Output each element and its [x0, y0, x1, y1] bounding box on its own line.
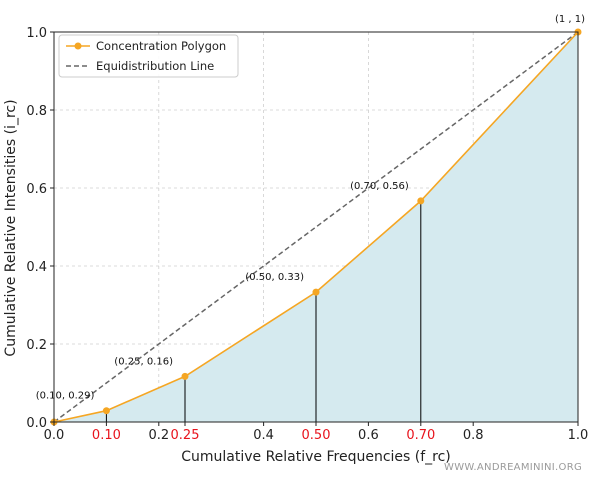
legend: Concentration Polygon Equidistribution L…	[58, 34, 239, 78]
y-axis-label: Cumulative Relative Intensities (i_rc)	[3, 99, 19, 356]
highlight-tick-label-3: 0.70	[406, 428, 435, 443]
legend-box	[58, 34, 239, 78]
y-tick-label-2: 0.4	[26, 260, 47, 275]
x-tick-label-4: 0.8	[463, 428, 484, 443]
polygon-point-4	[417, 197, 425, 205]
point-annotation-3: (0.70, 0.56)	[350, 181, 409, 192]
point-annotation-2: (0.50, 0.33)	[245, 272, 304, 283]
polygon-point-2	[181, 372, 189, 380]
y-tick-label-5: 1.0	[26, 26, 47, 41]
legend-equidistribution-label: Equidistribution Line	[96, 59, 214, 73]
ticks: 0.0 0.2 0.4 0.6 0.8 1.0 0.0 0.2 0.4 0.6 0.8 1.0 0.10…	[26, 26, 588, 443]
polygon-point-1	[102, 407, 110, 415]
y-tick-label-1: 0.2	[26, 338, 47, 353]
x-tick-label-5: 1.0	[568, 428, 589, 443]
highlight-tick-label-0: 0.10	[92, 428, 121, 443]
legend-polygon-marker	[74, 42, 82, 50]
x-tick-label-1: 0.2	[148, 428, 169, 443]
area-under-polygon	[54, 32, 578, 422]
x-tick-label-3: 0.6	[358, 428, 379, 443]
series-layer	[50, 28, 582, 426]
highlight-tick-label-2: 0.50	[302, 428, 331, 443]
y-tick-label-3: 0.6	[26, 182, 47, 197]
y-tick-label-0: 0.0	[26, 416, 47, 431]
point-annotation-4: (1 , 1)	[555, 14, 585, 25]
x-axis-label: Cumulative Relative Frequencies (f_rc)	[181, 449, 451, 465]
concentration-polygon-line	[53, 31, 579, 423]
x-tick-label-2: 0.4	[253, 428, 274, 443]
annotations: (0.10, 0.29) (0.25, 0.16) (0.50, 0.33) (0.7…	[36, 14, 585, 402]
legend-polygon-label: Concentration Polygon	[96, 39, 226, 53]
x-tick-label-0: 0.0	[44, 428, 65, 443]
polygon-point-3	[312, 288, 320, 296]
equidistribution-line	[53, 31, 579, 423]
highlight-tick-label-1: 0.25	[171, 428, 200, 443]
watermark: WWW.ANDREAMININI.ORG	[444, 462, 583, 473]
point-annotation-0: (0.10, 0.29)	[36, 391, 95, 402]
point-annotation-1: (0.25, 0.16)	[114, 356, 173, 367]
y-tick-label-4: 0.8	[26, 104, 47, 119]
